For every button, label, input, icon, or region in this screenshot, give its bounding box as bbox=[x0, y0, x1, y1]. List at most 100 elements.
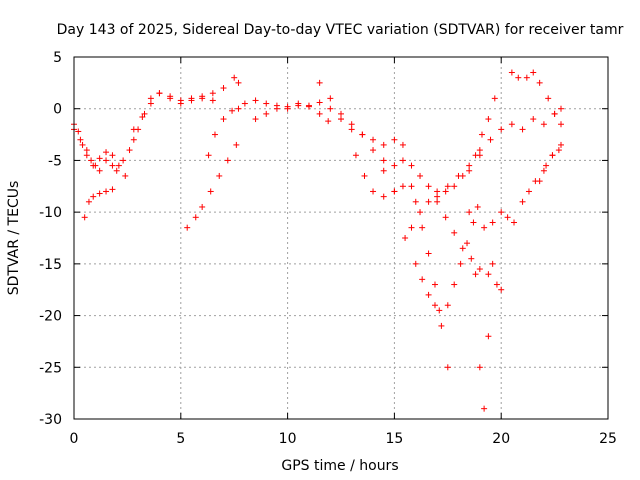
y-tick-label: 0 bbox=[53, 102, 62, 118]
data-point bbox=[442, 214, 449, 221]
data-point bbox=[476, 147, 483, 154]
data-point bbox=[419, 224, 426, 231]
series-arc-l bbox=[402, 183, 458, 241]
x-tick-label: 20 bbox=[492, 431, 510, 447]
data-point bbox=[466, 167, 473, 174]
data-point bbox=[316, 99, 323, 106]
data-point bbox=[519, 126, 526, 133]
data-point bbox=[380, 157, 387, 164]
data-point bbox=[167, 93, 174, 100]
data-point bbox=[85, 198, 92, 205]
data-point bbox=[177, 97, 184, 104]
y-tick-label: -10 bbox=[39, 205, 62, 221]
data-point bbox=[120, 157, 127, 164]
data-point bbox=[199, 93, 206, 100]
data-point bbox=[399, 157, 406, 164]
data-point bbox=[519, 198, 526, 205]
data-point bbox=[109, 152, 116, 159]
data-point bbox=[327, 105, 334, 112]
data-point bbox=[103, 188, 110, 195]
data-point bbox=[536, 79, 543, 86]
data-point bbox=[442, 188, 449, 195]
y-tick-label: -15 bbox=[39, 257, 62, 273]
data-point bbox=[391, 162, 398, 169]
data-point bbox=[391, 188, 398, 195]
series-arc-d bbox=[130, 90, 216, 133]
data-point bbox=[451, 229, 458, 236]
data-point bbox=[468, 255, 475, 262]
y-tick-label: 5 bbox=[53, 50, 62, 66]
data-point bbox=[90, 162, 97, 169]
data-point bbox=[130, 136, 137, 143]
data-point bbox=[115, 162, 122, 169]
data-point bbox=[241, 100, 248, 107]
x-axis-label: GPS time / hours bbox=[281, 458, 398, 474]
y-tick-label: -25 bbox=[39, 360, 62, 376]
data-point bbox=[220, 85, 227, 92]
series-arc-w bbox=[536, 147, 562, 185]
data-point bbox=[77, 136, 84, 143]
data-point bbox=[231, 74, 238, 81]
data-point bbox=[417, 172, 424, 179]
series-arc-k bbox=[380, 152, 483, 195]
data-point bbox=[327, 95, 334, 102]
data-point bbox=[558, 105, 565, 112]
data-point bbox=[88, 157, 95, 164]
data-point bbox=[451, 281, 458, 288]
data-point bbox=[139, 113, 146, 120]
data-point bbox=[380, 167, 387, 174]
data-point bbox=[481, 405, 488, 412]
data-point bbox=[284, 103, 291, 110]
data-point bbox=[338, 110, 344, 117]
series-arc-e bbox=[184, 141, 240, 231]
data-point bbox=[438, 322, 445, 329]
data-point bbox=[555, 147, 562, 154]
data-point bbox=[113, 167, 120, 174]
series-arc-c bbox=[81, 186, 116, 221]
chart-title: Day 143 of 2025, Sidereal Day-to-day VTE… bbox=[57, 22, 624, 38]
data-point bbox=[470, 219, 477, 226]
series-arc-a bbox=[71, 74, 242, 174]
data-point bbox=[408, 162, 415, 169]
data-point bbox=[380, 193, 387, 200]
data-point bbox=[252, 97, 259, 104]
data-point bbox=[348, 121, 355, 128]
data-point bbox=[141, 110, 148, 117]
data-point bbox=[558, 121, 565, 128]
data-point bbox=[530, 116, 537, 123]
data-point bbox=[444, 183, 451, 190]
data-point bbox=[493, 281, 500, 288]
data-point bbox=[122, 172, 129, 179]
data-point bbox=[459, 245, 466, 252]
data-point bbox=[361, 172, 368, 179]
data-point bbox=[540, 121, 547, 128]
data-point bbox=[408, 183, 415, 190]
data-point bbox=[472, 152, 479, 159]
series-arc-u bbox=[508, 69, 565, 128]
data-point bbox=[485, 333, 492, 340]
data-point bbox=[466, 162, 473, 169]
data-point bbox=[425, 250, 432, 257]
data-point bbox=[235, 79, 242, 86]
series-arc-g bbox=[252, 99, 344, 123]
data-point bbox=[543, 162, 550, 169]
data-point bbox=[220, 116, 227, 123]
data-point bbox=[295, 100, 302, 107]
data-point bbox=[551, 110, 558, 117]
data-point bbox=[235, 105, 242, 112]
data-point bbox=[130, 126, 137, 133]
data-point bbox=[498, 209, 505, 216]
data-point bbox=[431, 281, 438, 288]
data-point bbox=[425, 291, 432, 298]
data-point bbox=[211, 131, 218, 138]
data-point bbox=[434, 198, 441, 205]
data-point bbox=[75, 128, 82, 135]
data-point bbox=[188, 95, 195, 102]
series-arc-h bbox=[316, 79, 398, 195]
data-point bbox=[352, 152, 359, 159]
data-point bbox=[192, 214, 199, 221]
data-point bbox=[485, 116, 492, 123]
y-tick-label: -5 bbox=[48, 153, 62, 169]
data-point bbox=[370, 136, 377, 143]
x-tick-label: 0 bbox=[70, 431, 79, 447]
